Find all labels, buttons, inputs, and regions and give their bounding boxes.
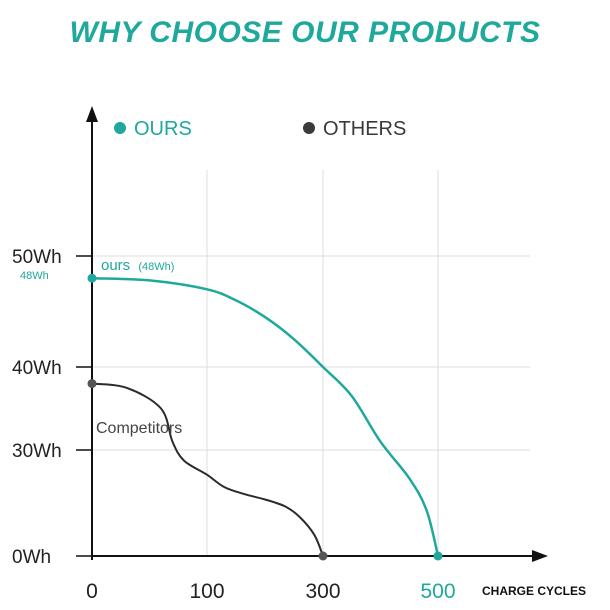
ours-start-point <box>87 273 97 283</box>
ours-annotation-main: ours <box>101 257 130 274</box>
series-others-line <box>91 382 324 557</box>
legend: OURS OTHERS <box>114 118 406 140</box>
others-series-annotation: Competitors <box>96 420 182 437</box>
y-tick-label: 0Wh <box>12 547 51 568</box>
x-axis-arrow <box>532 550 548 562</box>
x-tick-label: 500 <box>420 580 455 603</box>
y-axis-arrow <box>86 106 98 122</box>
ours-series-annotation: ours (48Wh) <box>101 257 174 274</box>
ours-start-value-label: 48Wh <box>20 270 49 282</box>
ours-annotation-sub: (48Wh) <box>138 261 174 273</box>
x-tick-label: 100 <box>189 580 224 603</box>
page-title: WHY CHOOSE OUR PRODUCTS <box>69 16 541 49</box>
y-tick-label: 50Wh <box>12 247 62 268</box>
grid-lines <box>92 170 530 556</box>
y-tick-label: 30Wh <box>12 441 62 462</box>
legend-ours-label: OURS <box>134 118 192 140</box>
axes <box>86 106 548 562</box>
series-ours-line <box>91 276 440 557</box>
x-tick-label: 0 <box>86 580 98 603</box>
legend-ours-marker <box>114 122 126 134</box>
point-markers <box>87 273 443 561</box>
y-tick-labels: 0Wh 30Wh 40Wh 50Wh <box>12 247 92 568</box>
legend-others-label: OTHERS <box>323 118 406 140</box>
legend-others-marker <box>303 122 315 134</box>
others-end-point <box>318 551 328 561</box>
y-tick-label: 40Wh <box>12 358 62 379</box>
ours-end-point <box>433 551 443 561</box>
x-tick-labels: 0 100 300 500 <box>86 580 455 603</box>
x-axis-title: CHARGE CYCLES <box>482 584 586 598</box>
others-start-point <box>87 379 97 389</box>
x-tick-label: 300 <box>305 580 340 603</box>
